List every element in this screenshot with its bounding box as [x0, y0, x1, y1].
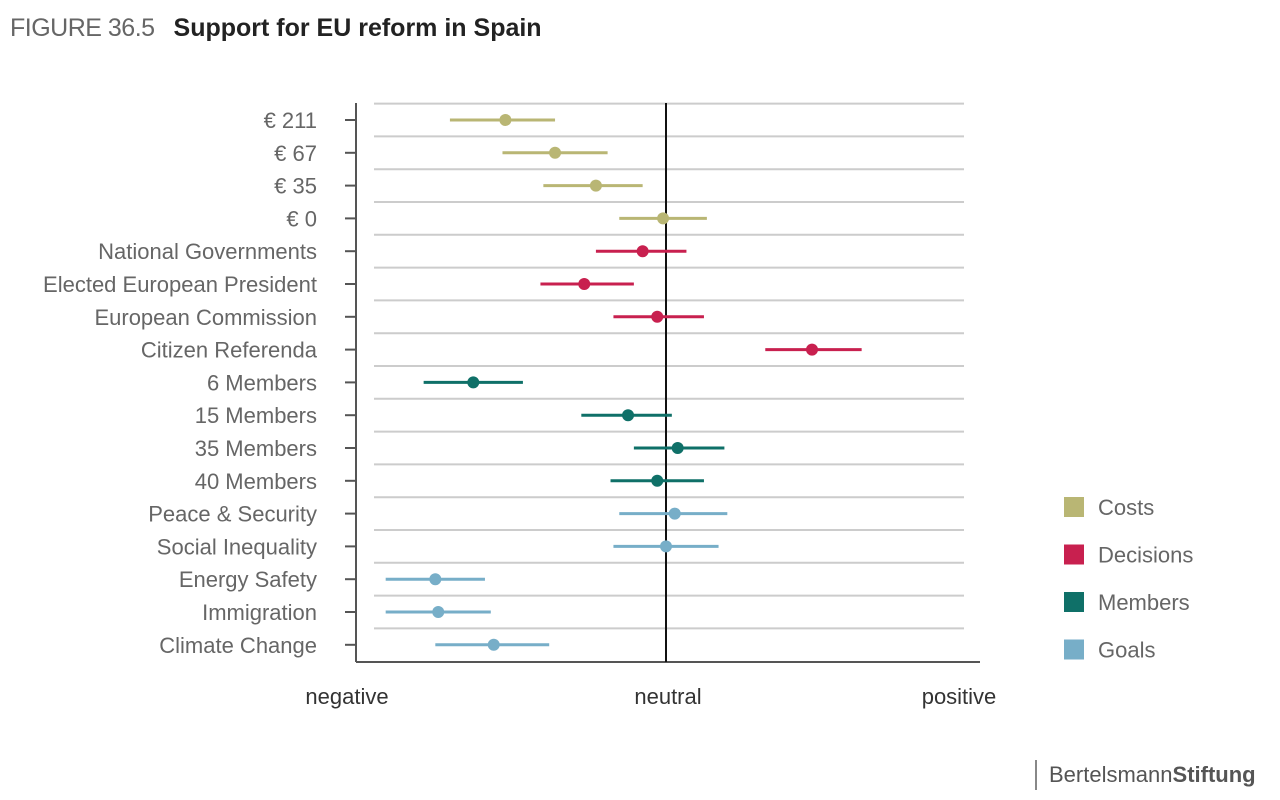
category-label-6-members: 6 Members — [207, 370, 317, 395]
point-social-inequality — [660, 540, 672, 553]
axes — [345, 103, 980, 663]
legend-label-costs: Costs — [1098, 495, 1154, 520]
point-climate-change — [487, 638, 500, 651]
point-peace-and-security — [668, 507, 681, 520]
point-40-members — [651, 474, 664, 487]
legend-swatch-goals — [1064, 639, 1084, 660]
category-label-eur-35: € 35 — [274, 174, 317, 199]
point-eur-211 — [499, 114, 512, 126]
category-label-immigration: Immigration — [202, 600, 317, 625]
bertelsmann-stiftung-logo: BertelsmannStiftung — [1035, 760, 1256, 790]
point-elected-european-president — [578, 278, 591, 290]
category-label-social-inequality: Social Inequality — [157, 534, 317, 559]
logo-part2: Stiftung — [1172, 762, 1256, 787]
point-eur-0 — [657, 212, 670, 225]
gridlines — [374, 102, 964, 630]
point-6-members — [467, 376, 480, 389]
point-35-members — [671, 442, 684, 454]
category-label-35-members: 35 Members — [195, 436, 317, 461]
x-tick-label-neutral: neutral — [634, 684, 701, 709]
category-label-15-members: 15 Members — [195, 403, 317, 428]
chart-title: Support for EU reform in Spain — [173, 14, 542, 42]
legend-swatch-members — [1064, 592, 1084, 612]
point-european-commission — [651, 310, 664, 323]
category-label-peace-and-security: Peace & Security — [148, 502, 317, 527]
x-tick-labels: negative neutral positive — [305, 684, 996, 709]
point-eur-35 — [589, 179, 602, 192]
category-labels: € 211 € 67 € 35 € 0 National Governments Elec… — [43, 108, 318, 658]
x-tick-label-negative: negative — [305, 684, 388, 709]
point-immigration — [432, 606, 445, 618]
figure-header: FIGURE 36.5 Support for EU reform in Spa… — [10, 14, 542, 43]
point-national-governments — [636, 245, 649, 258]
point-15-members — [622, 409, 635, 422]
category-label-40-members: 40 Members — [195, 469, 317, 494]
data-marks — [385, 114, 862, 651]
legend: Costs Decisions Members Goals — [1064, 495, 1193, 663]
figure-label: FIGURE 36.5 — [10, 14, 155, 42]
category-label-elected-european-president: Elected European President — [43, 272, 317, 297]
logo-part1: Bertelsmann — [1049, 762, 1173, 787]
category-label-energy-safety: Energy Safety — [179, 567, 317, 592]
point-citizen-referenda — [806, 343, 818, 356]
category-label-eur-211: € 211 — [264, 108, 317, 133]
category-label-eur-67: € 67 — [274, 141, 317, 166]
category-label-national-governments: National Governments — [98, 239, 317, 264]
point-energy-safety — [429, 573, 442, 586]
legend-swatch-costs — [1064, 497, 1084, 517]
point-eur-67 — [549, 146, 562, 159]
legend-label-members: Members — [1098, 590, 1190, 615]
category-label-eur-0: € 0 — [286, 206, 317, 231]
legend-label-goals: Goals — [1098, 638, 1155, 663]
category-label-european-commission: European Commission — [94, 305, 317, 330]
legend-label-decisions: Decisions — [1098, 543, 1193, 568]
legend-swatch-decisions — [1064, 544, 1084, 565]
category-label-climate-change: Climate Change — [159, 633, 317, 658]
x-tick-label-positive: positive — [922, 684, 997, 709]
category-label-citizen-referenda: Citizen Referenda — [141, 338, 318, 363]
